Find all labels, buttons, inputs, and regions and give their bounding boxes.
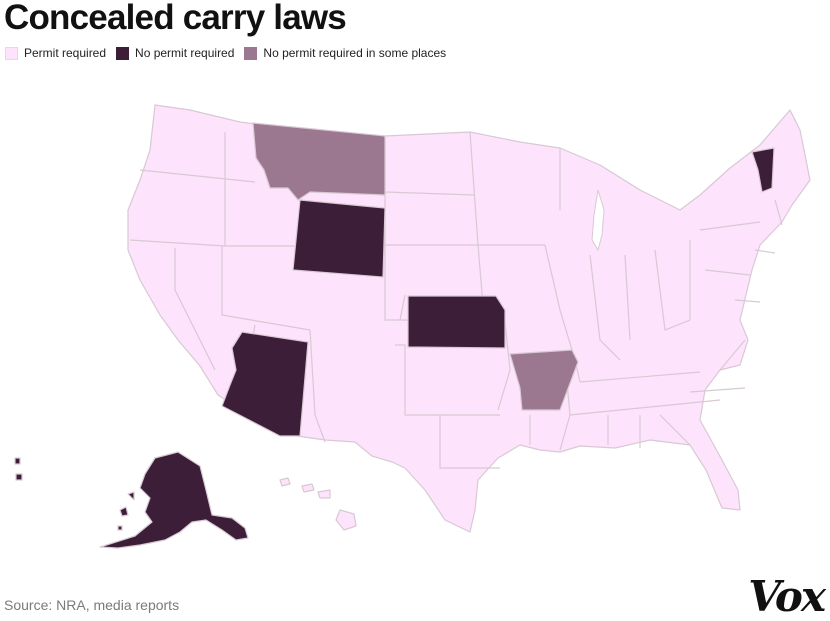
state-wyoming [292,199,386,278]
legend: Permit required No permit required No pe… [5,46,456,60]
state-montana [252,122,386,201]
hawaii-island-1 [279,477,291,487]
alaska-island-5 [117,525,123,531]
map-title: Concealed carry laws [4,0,347,37]
state-kansas [407,295,506,349]
state-hawaii [279,477,357,531]
hawaii-island-2 [301,483,315,493]
alaska-island-4 [15,473,23,481]
legend-label-permit-required: Permit required [24,46,107,60]
legend-label-no-permit-required: No permit required [135,46,235,60]
state-vermont [751,147,775,193]
legend-item-no-permit-some-places: No permit required in some places [244,46,446,60]
legend-label-no-permit-some-places: No permit required in some places [263,46,447,60]
hawaii-island-3 [317,489,331,499]
us-map [0,70,830,570]
source-note: Source: NRA, media reports [4,597,180,613]
state-alaska [14,451,249,549]
legend-swatch-no-permit-required [116,46,130,60]
legend-swatch-no-permit-some-places [244,46,258,60]
legend-item-no-permit-required: No permit required [116,46,234,60]
lake-michigan [591,189,605,252]
state-arkansas [509,349,579,411]
alaska-island-1 [119,506,129,517]
state-borders [129,131,783,469]
us-map-svg [14,104,811,549]
legend-swatch-permit-required [5,46,18,60]
legend-item-permit-required: Permit required [5,46,106,60]
alaska-island-3 [14,457,21,465]
state-arizona [221,331,309,437]
alaska-mainland [99,451,249,549]
alaska-island-2 [127,491,135,501]
vox-logo: Vox [748,572,826,621]
hawaii-island-big [335,509,357,531]
